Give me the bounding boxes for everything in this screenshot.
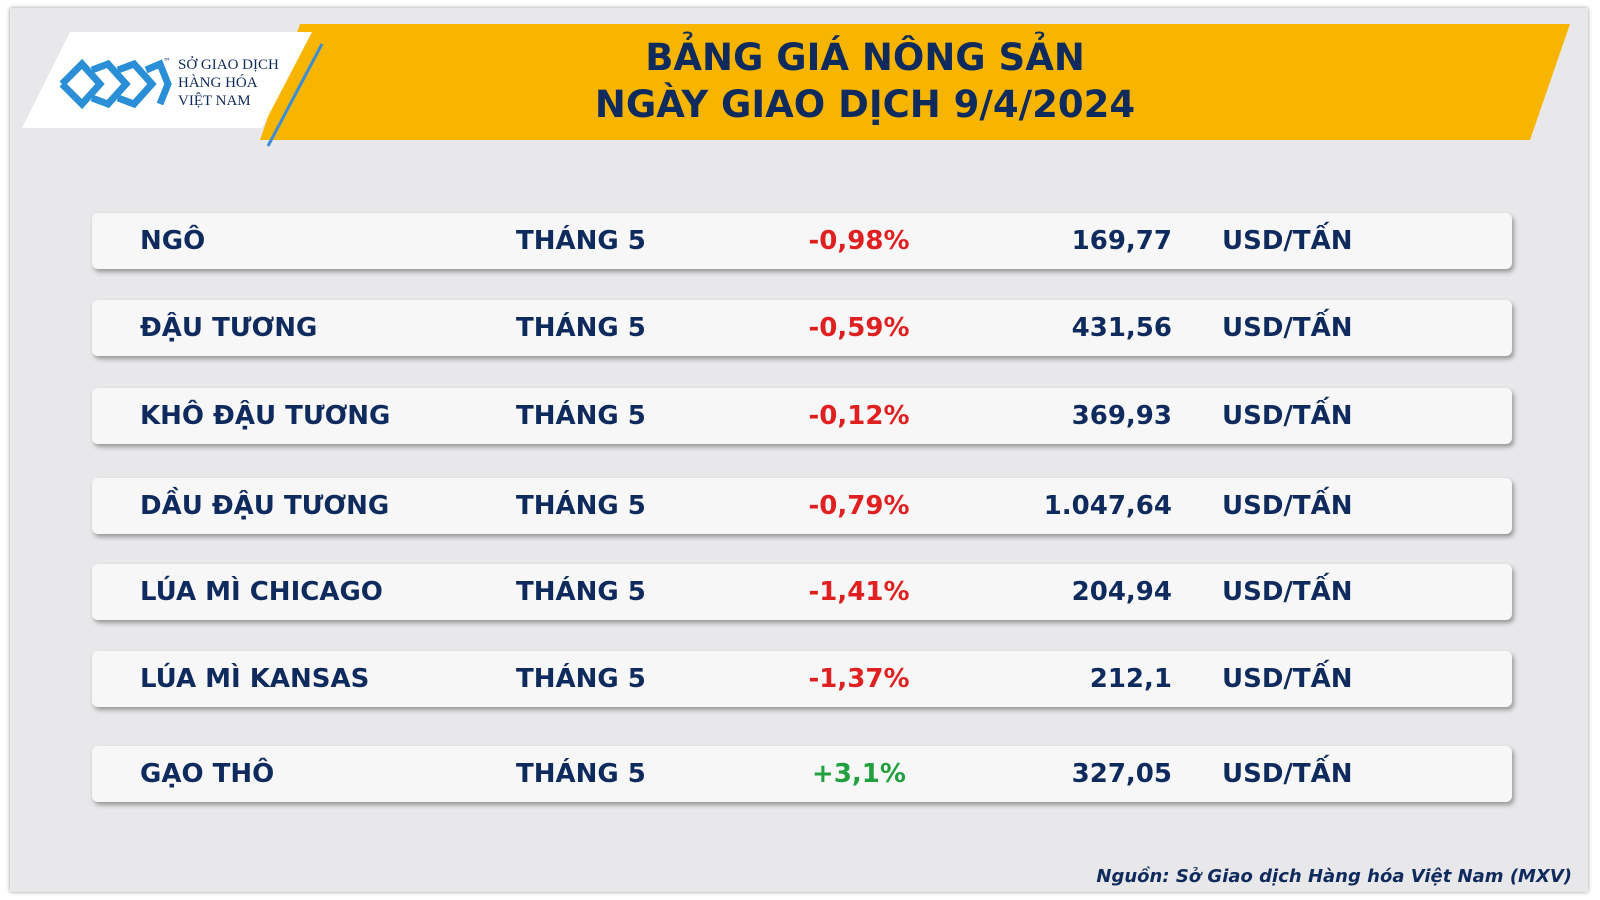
table-row: LÚA MÌ CHICAGO THÁNG 5 -1,41% 204,94 USD/TẤN	[92, 564, 1512, 620]
commodity: KHÔ ĐẬU TƯƠNG	[140, 401, 391, 431]
header-graphics: ™	[22, 24, 1570, 147]
table-row: ĐẬU TƯƠNG THÁNG 5 -0,59% 431,56 USD/TẤN	[92, 300, 1512, 356]
logo-stroke	[266, 43, 324, 147]
commodity: NGÔ	[140, 226, 206, 256]
change: -0,79%	[808, 491, 910, 521]
contract-month: THÁNG 5	[516, 577, 646, 607]
logo-text: HÀNG HÓA	[178, 75, 258, 91]
commodity: ĐẬU TƯƠNG	[140, 313, 318, 343]
contract-month: THÁNG 5	[516, 759, 646, 789]
background	[10, 8, 1588, 892]
contract-month: THÁNG 5	[516, 401, 646, 431]
source: Nguồn: Sở Giao dịch Hàng hóa Việt Nam (M…	[1096, 866, 1572, 887]
change: -0,59%	[808, 313, 910, 343]
commodity: GẠO THÔ	[140, 759, 275, 789]
commodity: LÚA MÌ CHICAGO	[140, 577, 383, 607]
contract-month: THÁNG 5	[516, 313, 646, 343]
title: BẢNG GIÁ NÔNG SẢN	[645, 36, 1085, 79]
table-row: DẦU ĐẬU TƯƠNG THÁNG 5 -0,79% 1.047,64 USD/TẤ…	[92, 478, 1512, 534]
table-row: LÚA MÌ KANSAS THÁNG 5 -1,37% 212,1 USD/TẤN	[92, 651, 1512, 707]
price: 431,56	[1071, 313, 1172, 343]
price: 327,05	[1071, 759, 1172, 789]
contract-month: THÁNG 5	[516, 664, 646, 694]
logo-text: VIỆT NAM	[178, 93, 251, 109]
unit: USD/TẤN	[1222, 759, 1353, 789]
logo-mark	[59, 58, 172, 110]
commodity: LÚA MÌ KANSAS	[140, 664, 370, 694]
price: 1.047,64	[1043, 491, 1172, 521]
unit: USD/TẤN	[1222, 664, 1353, 694]
price: 212,1	[1089, 664, 1172, 694]
table-row: NGÔ THÁNG 5 -0,98% 169,77 USD/TẤN	[92, 213, 1512, 269]
commodity: DẦU ĐẬU TƯƠNG	[140, 491, 390, 521]
change: -1,41%	[808, 577, 910, 607]
unit: USD/TẤN	[1222, 313, 1353, 343]
contract-month: THÁNG 5	[516, 491, 646, 521]
title-band	[260, 24, 1570, 140]
logo-text: SỞ GIAO DỊCH	[178, 57, 279, 73]
price: 369,93	[1071, 401, 1172, 431]
price: 169,77	[1071, 226, 1172, 256]
logo-trademark: ™	[163, 57, 171, 66]
unit: USD/TẤN	[1222, 226, 1353, 256]
table-row: KHÔ ĐẬU TƯƠNG THÁNG 5 -0,12% 369,93 USD/TẤN	[92, 388, 1512, 444]
change: +3,1%	[812, 759, 906, 789]
contract-month: THÁNG 5	[516, 226, 646, 256]
change: -1,37%	[808, 664, 910, 694]
change: -0,12%	[808, 401, 910, 431]
title: NGÀY GIAO DỊCH 9/4/2024	[594, 83, 1136, 126]
price: 204,94	[1071, 577, 1172, 607]
unit: USD/TẤN	[1222, 491, 1353, 521]
change: -0,98%	[808, 226, 910, 256]
unit: USD/TẤN	[1222, 401, 1353, 431]
unit: USD/TẤN	[1222, 577, 1353, 607]
table-row: GẠO THÔ THÁNG 5 +3,1% 327,05 USD/TẤN	[92, 746, 1512, 802]
